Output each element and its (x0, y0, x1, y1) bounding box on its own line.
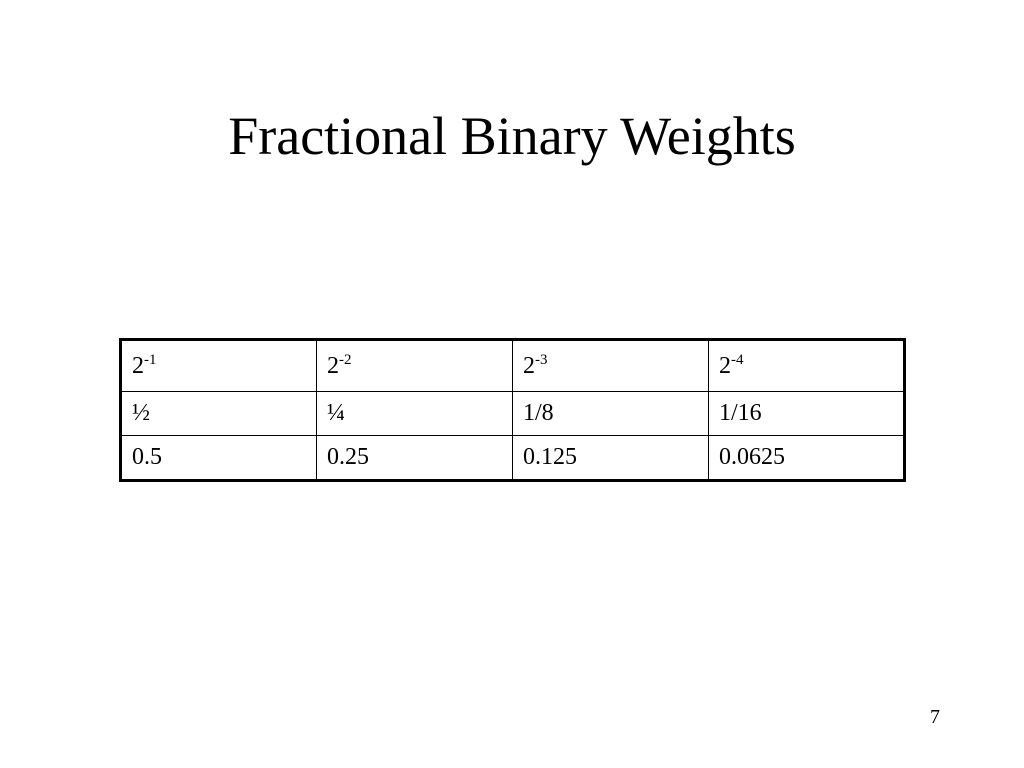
table-cell: ¼ (316, 391, 513, 436)
power-base: 2 (132, 352, 144, 379)
power-base: 2 (327, 352, 339, 379)
table-row: 0.5 0.25 0.125 0.0625 (120, 435, 905, 481)
slide-title: Fractional Binary Weights (228, 106, 796, 166)
power-base: 2 (523, 352, 535, 379)
page-number: 7 (930, 706, 940, 728)
power-base: 2 (719, 352, 731, 379)
table-cell: 0.25 (316, 435, 513, 481)
power-exponent: -4 (731, 351, 744, 368)
table-cell: 2-2 (316, 339, 513, 392)
weights-table: 2-1 2-2 2-3 2-4 ½ ¼ 1/8 1/16 0.5 0.25 0.125 0.0625 (119, 338, 906, 482)
table-body: 2-1 2-2 2-3 2-4 ½ ¼ 1/8 1/16 0.5 0.25 0.125 0.0625 (120, 339, 905, 481)
table-cell: 0.5 (120, 435, 317, 481)
table-cell: 0.125 (512, 435, 709, 481)
table-cell: 2-3 (512, 339, 709, 392)
table-cell: 1/8 (512, 391, 709, 436)
power-exponent: -1 (144, 351, 157, 368)
table-cell: 0.0625 (708, 435, 905, 481)
table-cell: 1/16 (708, 391, 905, 436)
table-cell: 2-1 (120, 339, 317, 392)
table-cell: ½ (120, 391, 317, 436)
table-row: ½ ¼ 1/8 1/16 (120, 391, 905, 436)
power-exponent: -3 (535, 351, 548, 368)
table-row: 2-1 2-2 2-3 2-4 (120, 339, 905, 392)
table-cell: 2-4 (708, 339, 905, 392)
power-exponent: -2 (339, 351, 352, 368)
